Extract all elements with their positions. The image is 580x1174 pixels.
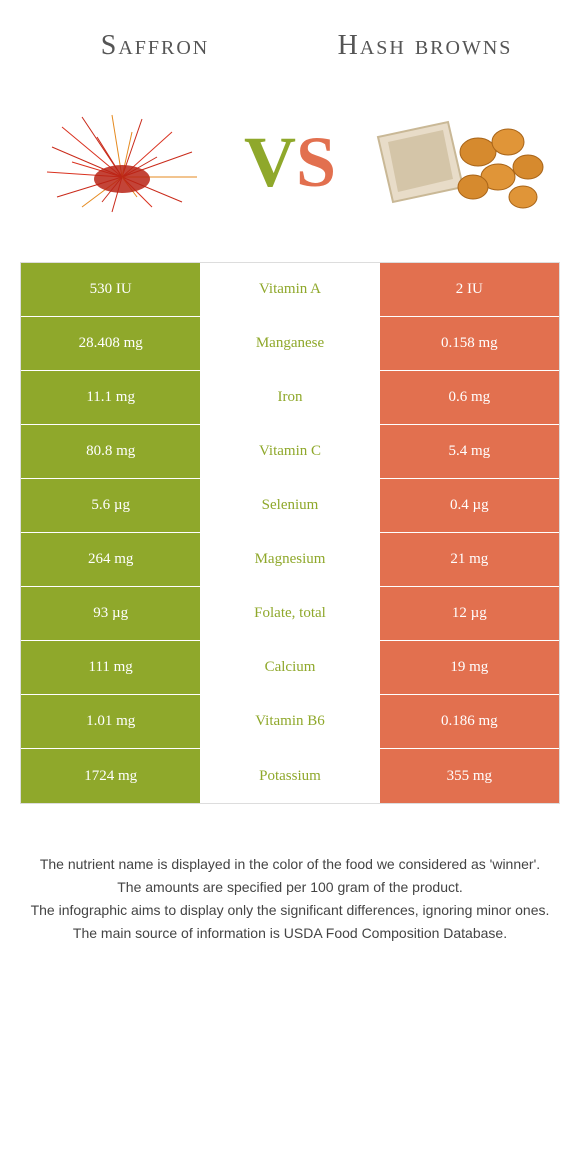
left-value: 530 IU bbox=[21, 263, 200, 316]
table-row: 530 IUVitamin A2 IU bbox=[21, 263, 559, 317]
nutrient-label: Magnesium bbox=[200, 533, 379, 586]
nutrient-label: Vitamin A bbox=[200, 263, 379, 316]
nutrient-label: Potassium bbox=[200, 749, 379, 803]
left-value: 1724 mg bbox=[21, 749, 200, 803]
table-row: 5.6 µgSelenium0.4 µg bbox=[21, 479, 559, 533]
footer-line-2: The amounts are specified per 100 gram o… bbox=[30, 877, 550, 898]
nutrient-label: Calcium bbox=[200, 641, 379, 694]
right-value: 5.4 mg bbox=[380, 425, 559, 478]
table-row: 11.1 mgIron0.6 mg bbox=[21, 371, 559, 425]
table-row: 80.8 mgVitamin C5.4 mg bbox=[21, 425, 559, 479]
saffron-image bbox=[20, 102, 224, 222]
table-row: 1724 mgPotassium355 mg bbox=[21, 749, 559, 803]
vs-label: VS bbox=[244, 121, 336, 204]
vs-s-letter: S bbox=[296, 121, 336, 204]
right-value: 0.158 mg bbox=[380, 317, 559, 370]
right-value: 0.6 mg bbox=[380, 371, 559, 424]
table-row: 1.01 mgVitamin B60.186 mg bbox=[21, 695, 559, 749]
table-row: 93 µgFolate, total12 µg bbox=[21, 587, 559, 641]
hashbrowns-image bbox=[356, 102, 560, 222]
header: Saffron Hash browns bbox=[0, 0, 580, 82]
left-value: 264 mg bbox=[21, 533, 200, 586]
nutrient-label: Selenium bbox=[200, 479, 379, 532]
right-value: 0.186 mg bbox=[380, 695, 559, 748]
right-food-title: Hash browns bbox=[290, 30, 560, 62]
right-value: 21 mg bbox=[380, 533, 559, 586]
nutrient-label: Manganese bbox=[200, 317, 379, 370]
vs-row: VS bbox=[0, 82, 580, 262]
right-value: 12 µg bbox=[380, 587, 559, 640]
right-value: 2 IU bbox=[380, 263, 559, 316]
right-value: 19 mg bbox=[380, 641, 559, 694]
right-value: 355 mg bbox=[380, 749, 559, 803]
nutrient-label: Folate, total bbox=[200, 587, 379, 640]
footer-line-1: The nutrient name is displayed in the co… bbox=[30, 854, 550, 875]
nutrient-label: Vitamin B6 bbox=[200, 695, 379, 748]
left-value: 93 µg bbox=[21, 587, 200, 640]
vs-v-letter: V bbox=[244, 121, 296, 204]
left-value: 1.01 mg bbox=[21, 695, 200, 748]
footer-line-4: The main source of information is USDA F… bbox=[30, 923, 550, 944]
right-value: 0.4 µg bbox=[380, 479, 559, 532]
left-food-title: Saffron bbox=[20, 30, 290, 62]
table-row: 28.408 mgManganese0.158 mg bbox=[21, 317, 559, 371]
nutrient-table: 530 IUVitamin A2 IU28.408 mgManganese0.1… bbox=[20, 262, 560, 804]
nutrient-label: Vitamin C bbox=[200, 425, 379, 478]
nutrient-label: Iron bbox=[200, 371, 379, 424]
left-value: 80.8 mg bbox=[21, 425, 200, 478]
table-row: 264 mgMagnesium21 mg bbox=[21, 533, 559, 587]
left-value: 28.408 mg bbox=[21, 317, 200, 370]
footer-line-3: The infographic aims to display only the… bbox=[30, 900, 550, 921]
left-value: 5.6 µg bbox=[21, 479, 200, 532]
left-value: 111 mg bbox=[21, 641, 200, 694]
footer-notes: The nutrient name is displayed in the co… bbox=[30, 854, 550, 944]
table-row: 111 mgCalcium19 mg bbox=[21, 641, 559, 695]
left-value: 11.1 mg bbox=[21, 371, 200, 424]
